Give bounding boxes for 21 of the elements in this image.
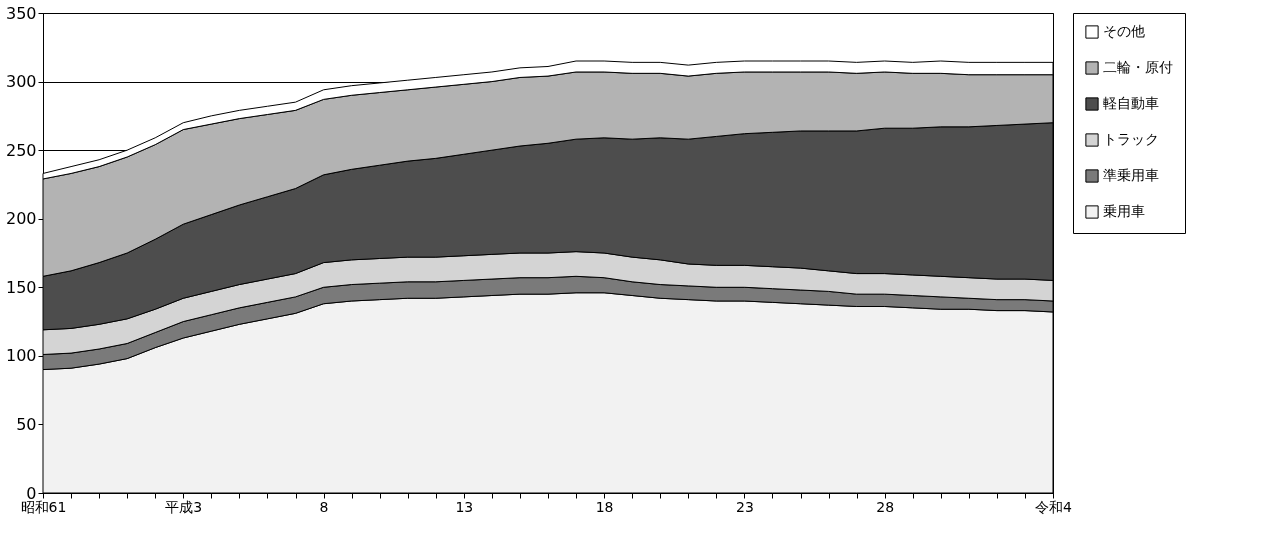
legend-label: その他: [1103, 23, 1145, 39]
x-tick-label: 13: [455, 498, 474, 515]
y-tick-label: 100: [5, 346, 37, 366]
legend-label: 二輪・原付: [1103, 59, 1173, 75]
legend-label: 軽自動車: [1103, 95, 1159, 111]
x-tick-label: 平成3: [165, 498, 203, 515]
x-tick-label: 昭和61: [20, 498, 67, 515]
legend-label: 準乗用車: [1103, 167, 1159, 183]
y-tick-label: 350: [5, 3, 37, 23]
x-tick-label: 23: [735, 498, 754, 515]
y-tick-label: 200: [5, 209, 37, 229]
x-tick-label: 28: [876, 498, 895, 515]
x-tick-label: 18: [595, 498, 614, 515]
legend-label: 乗用車: [1103, 203, 1145, 219]
x-tick-label: 令和4: [1035, 498, 1073, 515]
y-tick-label: 300: [5, 72, 37, 92]
legend-label: トラック: [1103, 131, 1159, 147]
y-tick-label: 250: [5, 140, 37, 160]
y-tick-label: 50: [16, 414, 37, 434]
x-tick-label: 8: [319, 498, 329, 515]
y-tick-label: 150: [5, 277, 37, 297]
